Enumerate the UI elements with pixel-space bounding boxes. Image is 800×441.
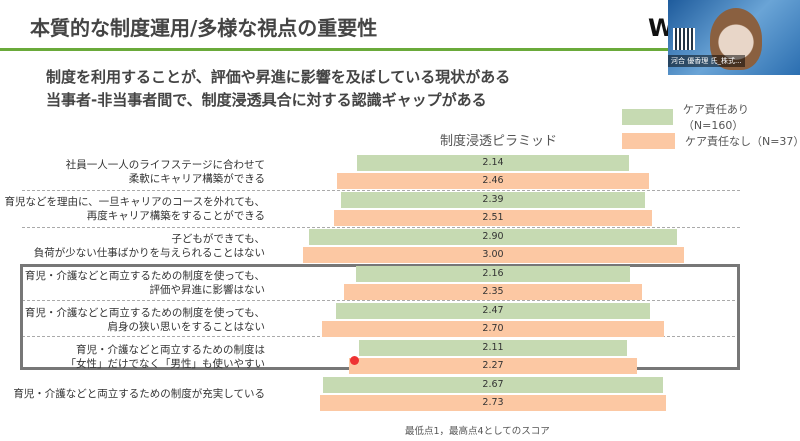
category-label-line: 負荷が少ない仕事ばかりを与えられることはない [33,247,265,259]
title-rule [0,48,700,51]
bar-care: 2.11 [359,340,627,356]
bar-nocare: 2.46 [336,173,650,189]
divider [22,227,740,228]
pointer-cursor [350,356,359,365]
bar-nocare: 2.70 [321,321,665,337]
category-label-line: 育児・介護などと両立するための制度を使っても、 [24,307,265,319]
chart-title: 制度浸透ピラミッド [440,134,558,149]
legend-swatch [622,133,675,149]
participant-name: 河合 優香理 氏_株式... [668,55,745,67]
bar-nocare: 3.00 [302,247,684,263]
subtitle-2: 当事者-非当事者間で、制度浸透具合に対する認識ギャップがある [46,91,487,109]
category-label-line: 「女性」だけでなく「男性」も使いやすい [65,358,266,370]
bar-nocare: 2.27 [348,358,638,374]
category-label: 育児・介護などと両立するための制度を使っても、肩身の狭い思いをすることはない [25,306,265,334]
bar-nocare: 2.51 [333,210,653,226]
category-label-line: 育児・介護などと両立するための制度が充実している [13,388,265,400]
bar-care: 2.47 [336,303,650,319]
category-label: 育児・介護などと両立するための制度が充実している [13,387,265,401]
legend-label: ケア責任あり（N=160） [682,103,749,132]
legend-swatch [622,109,673,125]
category-label: 子どもができても、負荷が少ない仕事ばかりを与えられることはない [34,232,265,260]
category-label-line: 肩身の狭い思いをすることはない [107,321,266,333]
bar-care: 2.14 [357,155,629,171]
category-label-line: 育児などを理由に、一旦キャリアのコースを外れても、 [4,196,265,208]
category-label: 社員一人一人のライフステージに合わせて柔軟にキャリア構築ができる [66,158,265,186]
category-label: 育児などを理由に、一旦キャリアのコースを外れても、再度キャリア構築をすることがで… [4,195,265,223]
subtitle-1: 制度を利用することが、評価や昇進に影響を及ぼしている現状がある [46,68,511,86]
category-label: 育児・介護などと両立するための制度を使っても、評価や昇進に影響はない [25,269,265,297]
category-label-line: 子どもができても、 [171,233,265,245]
qr-code [673,28,695,50]
legend-item-nocare: ケア責任なし（N=37） [622,131,800,151]
divider [22,300,740,301]
slide-title: 本質的な制度運用/多様な視点の重要性 [30,16,378,40]
category-label-line: 再度キャリア構築をすることができる [86,210,265,222]
bar-nocare: 2.73 [319,395,667,411]
category-label: 育児・介護などと両立するための制度は「女性」だけでなく「男性」も使いやすい [66,343,266,371]
category-label-line: 育児・介護などと両立するための制度を使っても、 [24,270,265,282]
bar-care: 2.39 [341,192,645,208]
category-label-line: 評価や昇進に影響はない [149,284,266,296]
bar-care: 2.16 [355,266,631,282]
category-label-line: 社員一人一人のライフステージに合わせて [65,159,265,171]
divider [22,190,740,191]
chart-legend: ケア責任あり（N=160） ケア責任なし（N=37） [622,103,800,155]
category-label-line: 柔軟にキャリア構築ができる [128,173,265,185]
legend-label: ケア責任なし（N=37） [684,135,800,148]
legend-item-care: ケア責任あり（N=160） [622,103,800,132]
footnote: 最低点1，最高点4としてのスコア [405,426,550,437]
bar-care: 2.90 [308,229,678,245]
video-thumbnail[interactable]: 河合 優香理 氏_株式... [668,0,800,75]
category-label-line: 育児・介護などと両立するための制度は [76,344,265,356]
bar-care: 2.67 [323,377,663,393]
bar-nocare: 2.35 [343,284,643,300]
